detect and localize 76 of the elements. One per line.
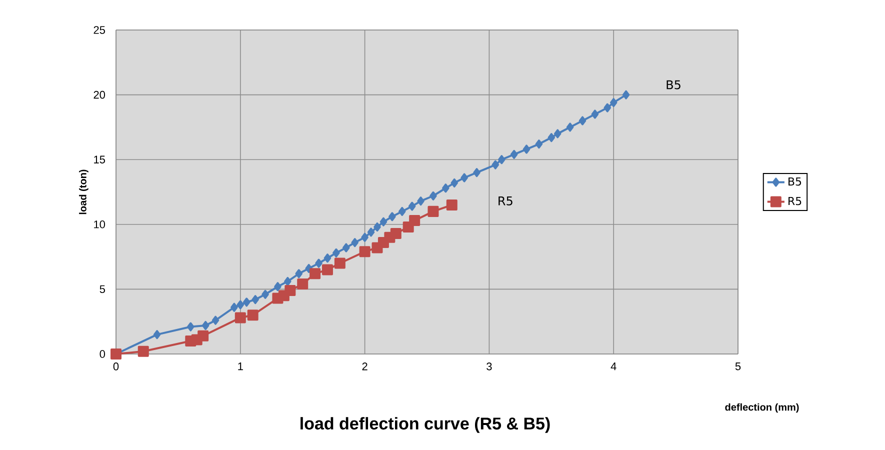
- point: [212, 316, 220, 325]
- point: [342, 243, 350, 252]
- x-tick-label: 1: [238, 362, 243, 370]
- x-axis-title: deflection (mm): [725, 403, 799, 413]
- point: [236, 300, 244, 310]
- point: [442, 184, 450, 193]
- point: [315, 258, 322, 268]
- point: [430, 191, 437, 200]
- y-tick-label: 20: [94, 90, 106, 99]
- point: [234, 312, 246, 324]
- point: [297, 278, 308, 290]
- point: [274, 282, 282, 292]
- point: [450, 178, 458, 188]
- point: [243, 298, 250, 307]
- point: [187, 322, 194, 332]
- y-tick-label: 0: [100, 350, 106, 358]
- y-tick-label: 5: [100, 285, 105, 294]
- point: [388, 212, 396, 222]
- annotation: R5: [498, 196, 512, 206]
- point: [359, 246, 370, 258]
- point: [510, 150, 518, 159]
- point: [622, 90, 630, 100]
- point: [334, 258, 346, 269]
- point: [417, 196, 424, 206]
- x-tick-label: 3: [486, 362, 492, 370]
- point: [446, 199, 458, 210]
- annotation: B5: [666, 80, 680, 90]
- text: load deflection curve (R5 & B5): [300, 417, 550, 433]
- y-tick-label: 10: [94, 220, 106, 228]
- point: [566, 122, 574, 132]
- point: [295, 269, 302, 278]
- point: [390, 228, 402, 239]
- point: [284, 276, 292, 286]
- point: [153, 330, 161, 340]
- x-tick-label: 5: [735, 362, 741, 370]
- x-tick-label: 0: [113, 362, 119, 370]
- y-axis-title: load (ton): [79, 170, 88, 214]
- point: [498, 155, 506, 164]
- point: [535, 140, 543, 149]
- x-tick-label: 2: [362, 362, 368, 370]
- point: [361, 232, 368, 242]
- point: [198, 330, 209, 342]
- y-tick-label: 25: [94, 26, 105, 34]
- point: [367, 228, 375, 237]
- legend-label: R5: [788, 197, 802, 206]
- point: [492, 160, 500, 170]
- x-tick-label: 4: [610, 362, 616, 370]
- point: [247, 310, 258, 321]
- point: [138, 346, 149, 357]
- point: [408, 202, 416, 211]
- point: [351, 238, 358, 248]
- legend-label: B5: [788, 177, 802, 186]
- point: [409, 215, 420, 226]
- point: [473, 168, 480, 178]
- point: [324, 254, 332, 263]
- point: [604, 103, 612, 112]
- point: [522, 144, 530, 154]
- point: [398, 206, 406, 216]
- point: [578, 116, 586, 126]
- point: [310, 268, 321, 280]
- point: [460, 173, 468, 182]
- point: [284, 284, 296, 296]
- point: [610, 98, 618, 108]
- point: [548, 133, 556, 142]
- point: [380, 217, 388, 226]
- point: [262, 290, 269, 299]
- y-tick-label: 15: [94, 156, 105, 164]
- point: [230, 302, 238, 312]
- point: [332, 248, 340, 258]
- point: [202, 320, 210, 330]
- point: [252, 295, 259, 304]
- point: [322, 264, 333, 276]
- point: [591, 110, 599, 119]
- point: [428, 206, 439, 217]
- point: [554, 129, 562, 138]
- point: [374, 222, 381, 232]
